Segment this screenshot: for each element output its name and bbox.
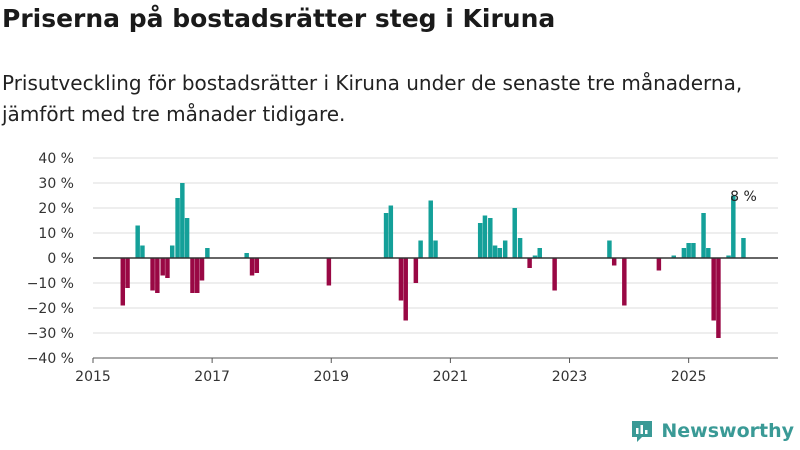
y-tick-label: 10 % (38, 226, 74, 242)
bar-positive (706, 248, 711, 258)
bar-negative (150, 258, 155, 291)
bar-positive (428, 200, 433, 258)
bar-negative (611, 258, 617, 266)
y-tick-label: −30 % (27, 326, 74, 342)
annotations: 8 % (730, 189, 757, 205)
bar-negative (190, 258, 195, 293)
bar-positive (169, 245, 175, 258)
chart-title: Priserna på bostadsrätter steg i Kiruna (2, 4, 556, 33)
bar-positive (681, 248, 687, 258)
bar-positive (244, 253, 249, 258)
bar-positive (731, 195, 736, 258)
bar-negative (711, 258, 716, 321)
bar-positive (532, 255, 538, 258)
bar-negative (413, 258, 419, 283)
bar-positive (184, 218, 190, 258)
bar-negative (199, 258, 205, 281)
bar-negative (120, 258, 126, 306)
bar-positive (607, 240, 612, 258)
bar-negative (716, 258, 721, 338)
bar-negative (403, 258, 408, 321)
bar-positive (488, 218, 493, 258)
bar-positive (492, 245, 498, 258)
y-tick-label: −20 % (27, 301, 74, 317)
bar-negative (622, 258, 627, 306)
bar-negative (398, 258, 404, 301)
y-tick-label: −10 % (27, 276, 74, 292)
bar-negative (254, 258, 260, 273)
y-tick-label: 30 % (38, 176, 74, 192)
bar-negative (326, 258, 332, 286)
newsworthy-logo-icon (632, 421, 653, 442)
bar-positive (741, 238, 746, 258)
bar-positive (691, 243, 696, 258)
bar-negative (195, 258, 200, 293)
x-tick-label: 2017 (194, 369, 230, 385)
bar-positive (433, 240, 438, 258)
bar-negative (552, 258, 557, 291)
bar-negative (125, 258, 130, 288)
bar-positive (383, 213, 389, 258)
x-axis-labels: 2015 2017 2019 2021 2023 2025 (75, 369, 706, 385)
bar-positive (512, 208, 517, 258)
bar-negative (527, 258, 532, 268)
bar-positive (726, 255, 731, 258)
bar-positive (140, 245, 145, 258)
bars (120, 183, 746, 338)
axes (92, 257, 778, 363)
bar-positive (482, 215, 488, 258)
newsworthy-logo: Newsworthy (629, 418, 794, 444)
bar-positive (205, 248, 210, 258)
y-axis-labels: 40 % 30 % 20 % 10 % 0 % −10 % −20 % −30 % −40 % (27, 151, 74, 367)
brand-name: Newsworthy (661, 420, 794, 442)
bar-negative (656, 258, 662, 271)
bar-negative (160, 258, 165, 276)
bar-positive (388, 205, 394, 258)
y-tick-label: 40 % (38, 151, 74, 167)
y-tick-label: −40 % (27, 351, 74, 367)
bar-positive (418, 240, 423, 258)
bar-positive (135, 225, 140, 258)
value-annotation: 8 % (730, 189, 757, 205)
bar-positive (686, 243, 691, 258)
bar-positive (477, 223, 483, 258)
y-tick-label: 20 % (38, 201, 74, 217)
bar-positive (671, 255, 676, 258)
bar-positive (497, 248, 503, 258)
x-tick-label: 2025 (671, 369, 707, 385)
x-tick-label: 2015 (75, 369, 111, 385)
chart-subtitle: Prisutveckling för bostadsrätter i Kirun… (2, 71, 743, 126)
bar-positive (502, 240, 508, 258)
bar-positive (517, 238, 523, 258)
bar-negative (249, 258, 255, 276)
bar-positive (701, 213, 706, 258)
x-tick-label: 2021 (433, 369, 469, 385)
bar-positive (537, 248, 542, 258)
bar-negative (155, 258, 160, 293)
bar-negative (165, 258, 170, 278)
x-tick-label: 2019 (313, 369, 349, 385)
y-tick-label: 0 % (47, 251, 74, 267)
bar-positive (180, 183, 185, 258)
x-tick-label: 2023 (552, 369, 588, 385)
bar-positive (175, 198, 180, 258)
